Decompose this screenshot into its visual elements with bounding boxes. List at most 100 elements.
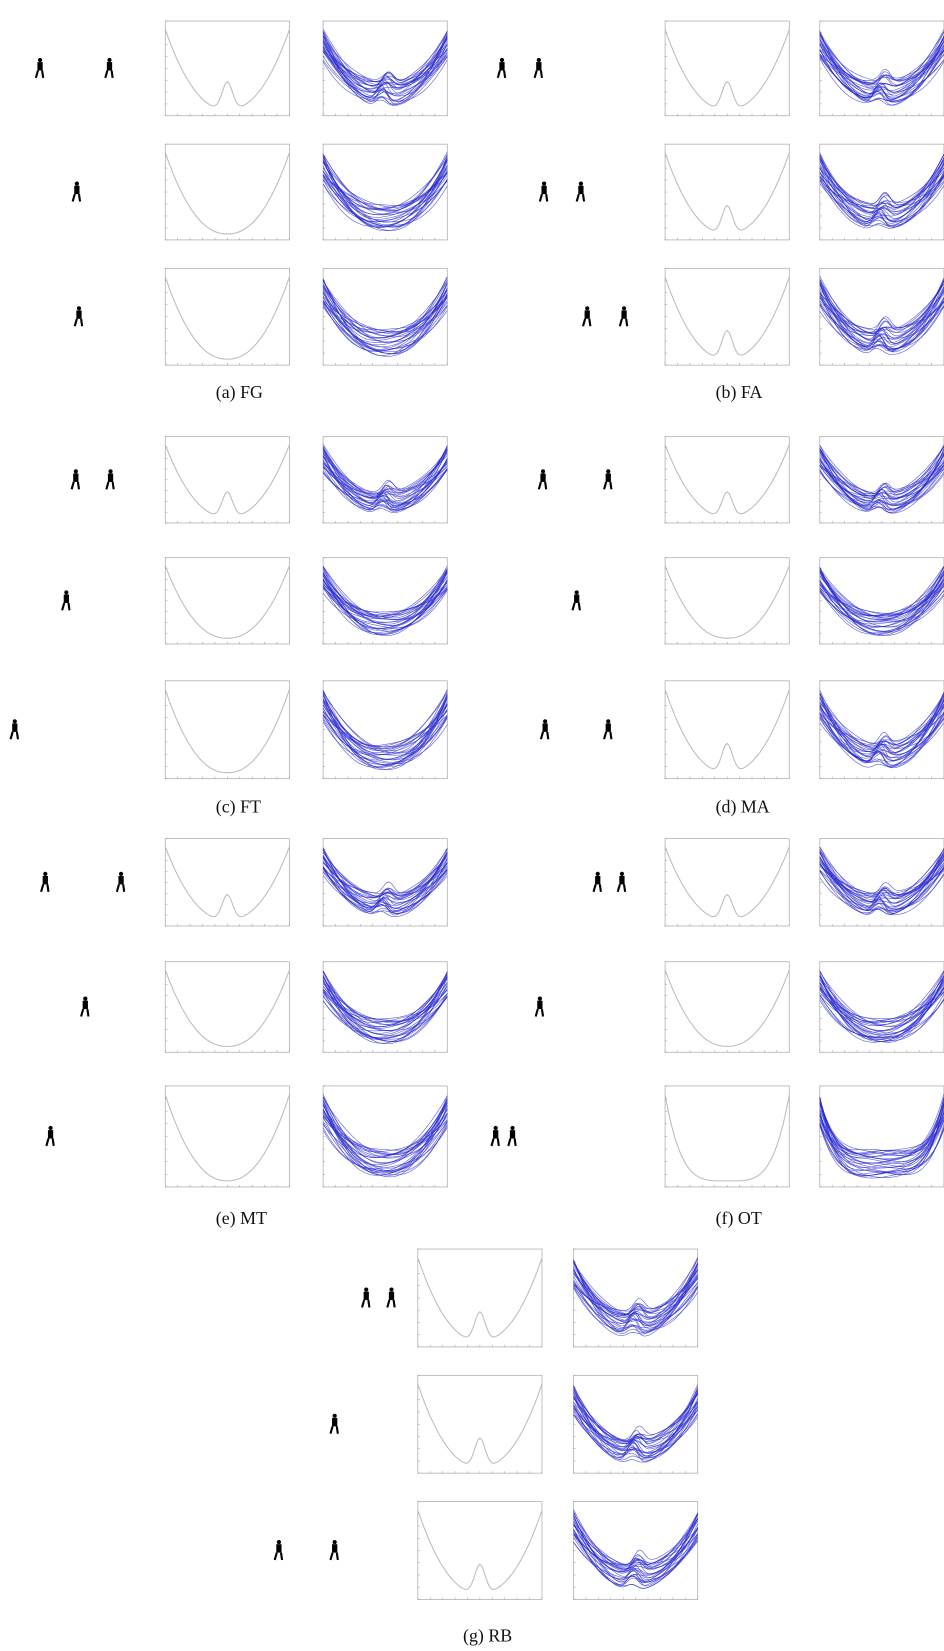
silhouette-legs bbox=[73, 194, 80, 201]
sample-curve bbox=[323, 705, 447, 769]
mean-curve bbox=[418, 1510, 542, 1589]
silhouette-body bbox=[389, 1292, 394, 1300]
silhouette-head bbox=[333, 1414, 337, 1418]
silhouette-body bbox=[536, 62, 541, 70]
plot-frame bbox=[165, 558, 289, 644]
silhouette-head bbox=[606, 719, 610, 723]
silhouette-legs bbox=[11, 732, 18, 739]
sample-curve bbox=[820, 160, 944, 223]
plot-frame bbox=[418, 1375, 542, 1473]
sample-curve bbox=[323, 450, 447, 496]
panel: (d) MA bbox=[539, 437, 944, 818]
silhouette-body bbox=[107, 62, 112, 70]
silhouette-body bbox=[74, 186, 79, 194]
plot-frame bbox=[165, 144, 289, 240]
plot-frame bbox=[665, 839, 789, 926]
silhouette-legs bbox=[362, 1300, 369, 1307]
silhouette-legs bbox=[330, 1553, 337, 1560]
panel: (b) FA bbox=[498, 21, 944, 403]
sample-curve bbox=[820, 692, 944, 745]
plot-frame bbox=[165, 839, 289, 926]
plot-frame bbox=[165, 681, 289, 779]
sample-curve bbox=[323, 303, 447, 350]
panel-caption: (c) FT bbox=[216, 796, 261, 817]
plot-frame bbox=[418, 1249, 542, 1347]
panel: (e) MT bbox=[41, 839, 447, 1229]
figure-content: (a) FG(b) FA(c) FT(d) MA(e) MT(f) OT(g) … bbox=[11, 21, 944, 1646]
mean-curve bbox=[665, 1095, 789, 1181]
sample-curve bbox=[820, 1099, 944, 1176]
silhouette-head bbox=[107, 58, 111, 62]
silhouette-legs bbox=[583, 319, 590, 326]
sample-curve bbox=[574, 1387, 698, 1462]
silhouette-legs bbox=[81, 1009, 88, 1016]
sample-curve bbox=[574, 1282, 698, 1331]
silhouette-legs bbox=[541, 732, 548, 739]
silhouette-legs bbox=[41, 884, 48, 891]
silhouette-head bbox=[77, 306, 81, 310]
silhouette-legs bbox=[330, 1426, 337, 1433]
plot-frame bbox=[665, 681, 789, 779]
silhouette-body bbox=[510, 1130, 515, 1138]
silhouette-body bbox=[499, 62, 504, 70]
panel: (f) OT bbox=[491, 839, 943, 1229]
mean-curve bbox=[165, 277, 289, 359]
silhouette-head bbox=[622, 306, 626, 310]
silhouette-body bbox=[364, 1292, 369, 1300]
silhouette-legs bbox=[620, 319, 627, 326]
sample-curve bbox=[820, 979, 944, 1042]
sample-curve bbox=[820, 154, 944, 204]
panel-caption: (a) FG bbox=[216, 382, 263, 403]
sample-curve bbox=[323, 162, 447, 227]
panel-caption: (f) OT bbox=[716, 1208, 762, 1229]
sample-curve bbox=[323, 691, 447, 748]
sample-curve bbox=[574, 1385, 698, 1458]
silhouette-body bbox=[108, 474, 113, 482]
sample-curve bbox=[323, 712, 447, 766]
mean-curve bbox=[665, 277, 789, 355]
sample-curve bbox=[574, 1388, 698, 1456]
silhouette-body bbox=[83, 1001, 88, 1009]
silhouette-body bbox=[543, 723, 548, 731]
silhouette-body bbox=[595, 876, 600, 884]
plot-frame bbox=[165, 21, 289, 116]
silhouette-legs bbox=[577, 194, 584, 201]
silhouette-head bbox=[510, 1126, 514, 1130]
sample-curve bbox=[820, 694, 944, 744]
sample-curve bbox=[323, 446, 447, 506]
sample-curve bbox=[574, 1392, 698, 1456]
silhouette-head bbox=[494, 1126, 498, 1130]
plot-frame bbox=[665, 437, 789, 523]
sample-curve bbox=[574, 1401, 698, 1448]
silhouette-head bbox=[74, 469, 78, 473]
silhouette-legs bbox=[498, 71, 505, 78]
sample-curve bbox=[820, 971, 944, 1025]
silhouette-legs bbox=[535, 71, 542, 78]
mean-curve bbox=[165, 153, 289, 234]
mean-curve bbox=[665, 445, 789, 514]
sample-curve bbox=[323, 849, 447, 896]
silhouette-body bbox=[585, 310, 590, 318]
sample-curve bbox=[323, 566, 447, 616]
plot-frame bbox=[165, 962, 289, 1052]
silhouette-head bbox=[75, 182, 79, 186]
sample-curve bbox=[323, 48, 447, 105]
mean-curve bbox=[418, 1258, 542, 1337]
sample-curve bbox=[323, 567, 447, 619]
sample-curve bbox=[574, 1513, 698, 1574]
sample-curve bbox=[820, 1105, 944, 1175]
sample-curve bbox=[323, 39, 447, 102]
sample-curve bbox=[323, 179, 447, 227]
sample-curve bbox=[820, 1112, 944, 1167]
silhouette-body bbox=[619, 876, 624, 884]
silhouette-legs bbox=[508, 1139, 515, 1146]
silhouette-head bbox=[333, 1540, 337, 1544]
sample-curve bbox=[323, 1094, 447, 1157]
panel-caption: (e) MT bbox=[216, 1208, 267, 1229]
sample-curve bbox=[820, 979, 944, 1026]
sample-curve bbox=[820, 713, 944, 758]
mean-curve bbox=[165, 1095, 289, 1181]
sample-curve bbox=[323, 1117, 447, 1175]
sample-curve bbox=[323, 57, 447, 106]
silhouette-body bbox=[537, 1001, 542, 1009]
